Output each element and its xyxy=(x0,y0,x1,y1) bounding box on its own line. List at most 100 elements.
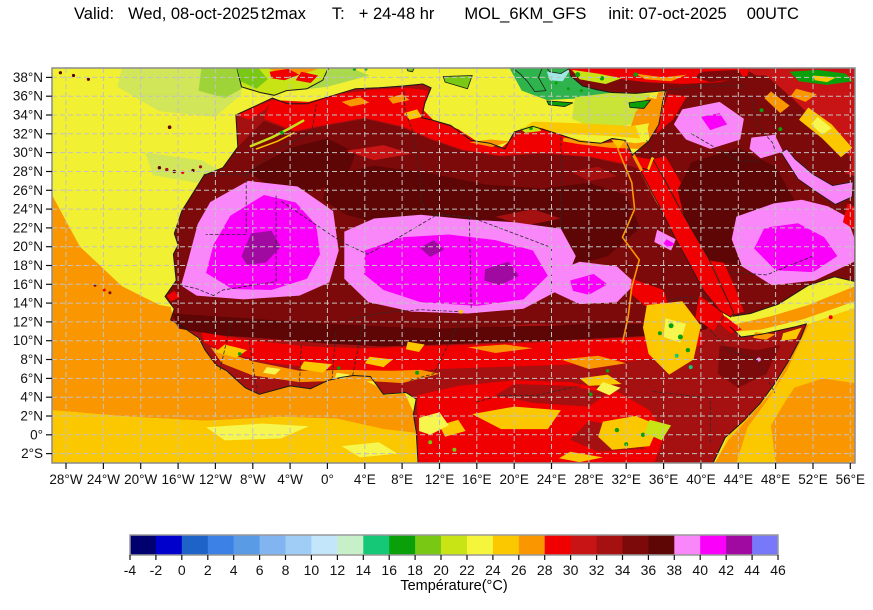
lon-tick-label: 16°E xyxy=(462,472,491,487)
africa-coastline xyxy=(164,97,419,463)
africa-northcoast-line xyxy=(271,83,634,156)
sahara-purple-central-1 xyxy=(484,261,519,286)
title-part: Wed, 08-oct-2025 xyxy=(128,5,259,23)
ethiopia-green-dot-4 xyxy=(657,331,662,336)
gulf-aden-orange xyxy=(732,286,855,332)
colorbar-segment xyxy=(389,535,416,555)
arabia-magenta xyxy=(754,223,838,273)
aegean-island-dot-3 xyxy=(579,89,583,93)
lat-tick-label: 32°N xyxy=(13,126,43,141)
oman-red xyxy=(842,203,855,230)
ethiopia-teal-dot-2 xyxy=(688,365,693,370)
lake-victoria-gold xyxy=(598,416,659,450)
colorbar-segment xyxy=(726,535,753,555)
colorbar-tick-label: 30 xyxy=(563,562,579,578)
cameroon-green-dot xyxy=(415,370,420,375)
ethiopia-red-west xyxy=(630,278,670,309)
victoria-green-dot-2 xyxy=(640,432,646,437)
westcoast-maroon-strip xyxy=(165,147,248,297)
colorbar-tick-label: 40 xyxy=(692,562,708,578)
lon-tick-label: 28°W xyxy=(49,472,82,487)
nile-river-line xyxy=(616,148,641,344)
lon-tick-label: 0° xyxy=(321,472,334,487)
sahara-purple-central-2 xyxy=(419,240,445,257)
atlantic-orange xyxy=(52,195,416,433)
lon-tick-label: 20°W xyxy=(124,472,157,487)
victoria-green-dot-1 xyxy=(614,427,620,433)
colorbar-segment xyxy=(130,535,157,555)
madeira-dot xyxy=(167,125,172,129)
colorbar-tick-label: 12 xyxy=(330,562,346,578)
med-south-gold xyxy=(518,121,641,139)
border-iraq-saudi xyxy=(691,133,762,162)
colorbar-segment xyxy=(207,535,235,555)
colorbar-tick-label: 20 xyxy=(433,562,449,578)
border-wsahara-2 xyxy=(205,173,247,235)
zagros-green-dot-2 xyxy=(778,127,783,132)
ethiopia-green-dot-1 xyxy=(668,323,674,329)
sahara-red-streak-3 xyxy=(570,166,617,181)
lat-tick-label: 2°S xyxy=(21,446,43,461)
guinea-paleyellow-1 xyxy=(263,367,281,375)
lat-tick-label: 10°N xyxy=(13,333,43,348)
lat-tick-label: 18°N xyxy=(13,258,43,273)
border-turkey-syria xyxy=(669,85,747,90)
guinea-coast-orange xyxy=(210,347,440,384)
border-egypt-israel xyxy=(646,139,654,158)
iberia-orange-top xyxy=(266,68,319,74)
ssudan-paleyellow xyxy=(596,382,621,396)
colorbar-segment xyxy=(518,535,546,555)
lat-tick-label: 36°N xyxy=(13,89,43,104)
border-guinea xyxy=(219,319,232,371)
sahara-magenta-central xyxy=(363,234,548,306)
sicily xyxy=(442,75,473,90)
map-title: Valid: Wed, 08-oct-2025 t2max T: + 24-48 hr M… xyxy=(0,5,873,24)
border-car-drc xyxy=(476,385,580,403)
lat-tick-label: 20°N xyxy=(13,239,43,254)
border-niger-chad xyxy=(468,216,472,310)
iran-paleyellow xyxy=(811,116,832,135)
title-part: init: 07-oct-2025 xyxy=(608,5,727,23)
jos-gold xyxy=(405,341,425,352)
colorbar-segment xyxy=(648,535,675,555)
title-part: T: xyxy=(331,5,345,23)
sahara-red-streak-2 xyxy=(495,209,561,226)
border-senegal xyxy=(173,282,214,297)
lat-tick-label: 14°N xyxy=(13,296,43,311)
title-part: t2max xyxy=(260,5,306,23)
colorbar-segment xyxy=(467,535,494,555)
lon-tick-label: 52°E xyxy=(798,472,827,487)
colorbar-tick-label: 38 xyxy=(667,562,683,578)
canary-dot-6 xyxy=(198,165,203,169)
border-kenya-ethiopia xyxy=(652,391,711,444)
ssudan-green-dot-2 xyxy=(589,392,593,397)
lon-tick-label: 28°E xyxy=(574,472,603,487)
zagros-green-dot-1 xyxy=(759,108,764,113)
greece-east xyxy=(546,68,571,75)
border-ghana-w xyxy=(298,344,302,388)
turkey-dark-east xyxy=(695,69,744,83)
border-ivorycoast-w xyxy=(248,340,258,394)
lon-tick-label: 36°E xyxy=(649,472,678,487)
lat-tick-label: 4°N xyxy=(20,390,43,405)
lat-tick-label: 30°N xyxy=(13,145,43,160)
senegal-red-spot xyxy=(166,290,180,302)
med-cyan-1 xyxy=(546,69,571,82)
azores-dot-1 xyxy=(58,71,63,75)
colorbar-segment xyxy=(181,535,209,555)
guinea-gold-3 xyxy=(364,356,393,368)
congo-maroon-1 xyxy=(495,384,608,407)
lon-tick-label: 24°W xyxy=(87,472,120,487)
lat-tick-label: 8°N xyxy=(20,352,43,367)
capeverde-dot-3 xyxy=(108,291,112,295)
lat-tick-label: 0° xyxy=(30,427,43,442)
colorbar-tick-label: 10 xyxy=(304,562,320,578)
sahara-red-streak-1 xyxy=(346,145,412,161)
colorbar-tick-label: 28 xyxy=(537,562,553,578)
guinea-green-dot-2 xyxy=(336,366,341,370)
colorbar-label: Température(°C) xyxy=(400,578,508,594)
ssudan-orange-patch xyxy=(560,355,627,369)
colorbar-segment xyxy=(311,535,338,555)
